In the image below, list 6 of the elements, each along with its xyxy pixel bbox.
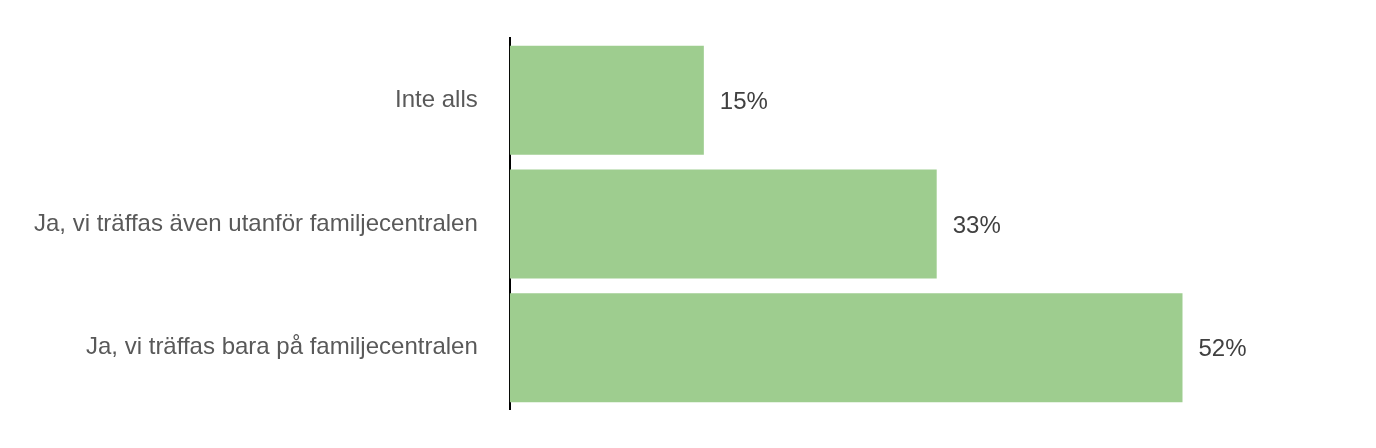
data-label: 33%	[952, 210, 1001, 238]
y-tick-label: Ja, vi träffas även utanför familjecentralen	[33, 208, 478, 236]
y-tick-label: Inte alls	[395, 84, 478, 112]
data-label: 52%	[1198, 334, 1247, 362]
y-tick-label: Ja, vi träffas bara på familjecentralen	[86, 332, 478, 360]
data-label: 15%	[719, 86, 768, 114]
